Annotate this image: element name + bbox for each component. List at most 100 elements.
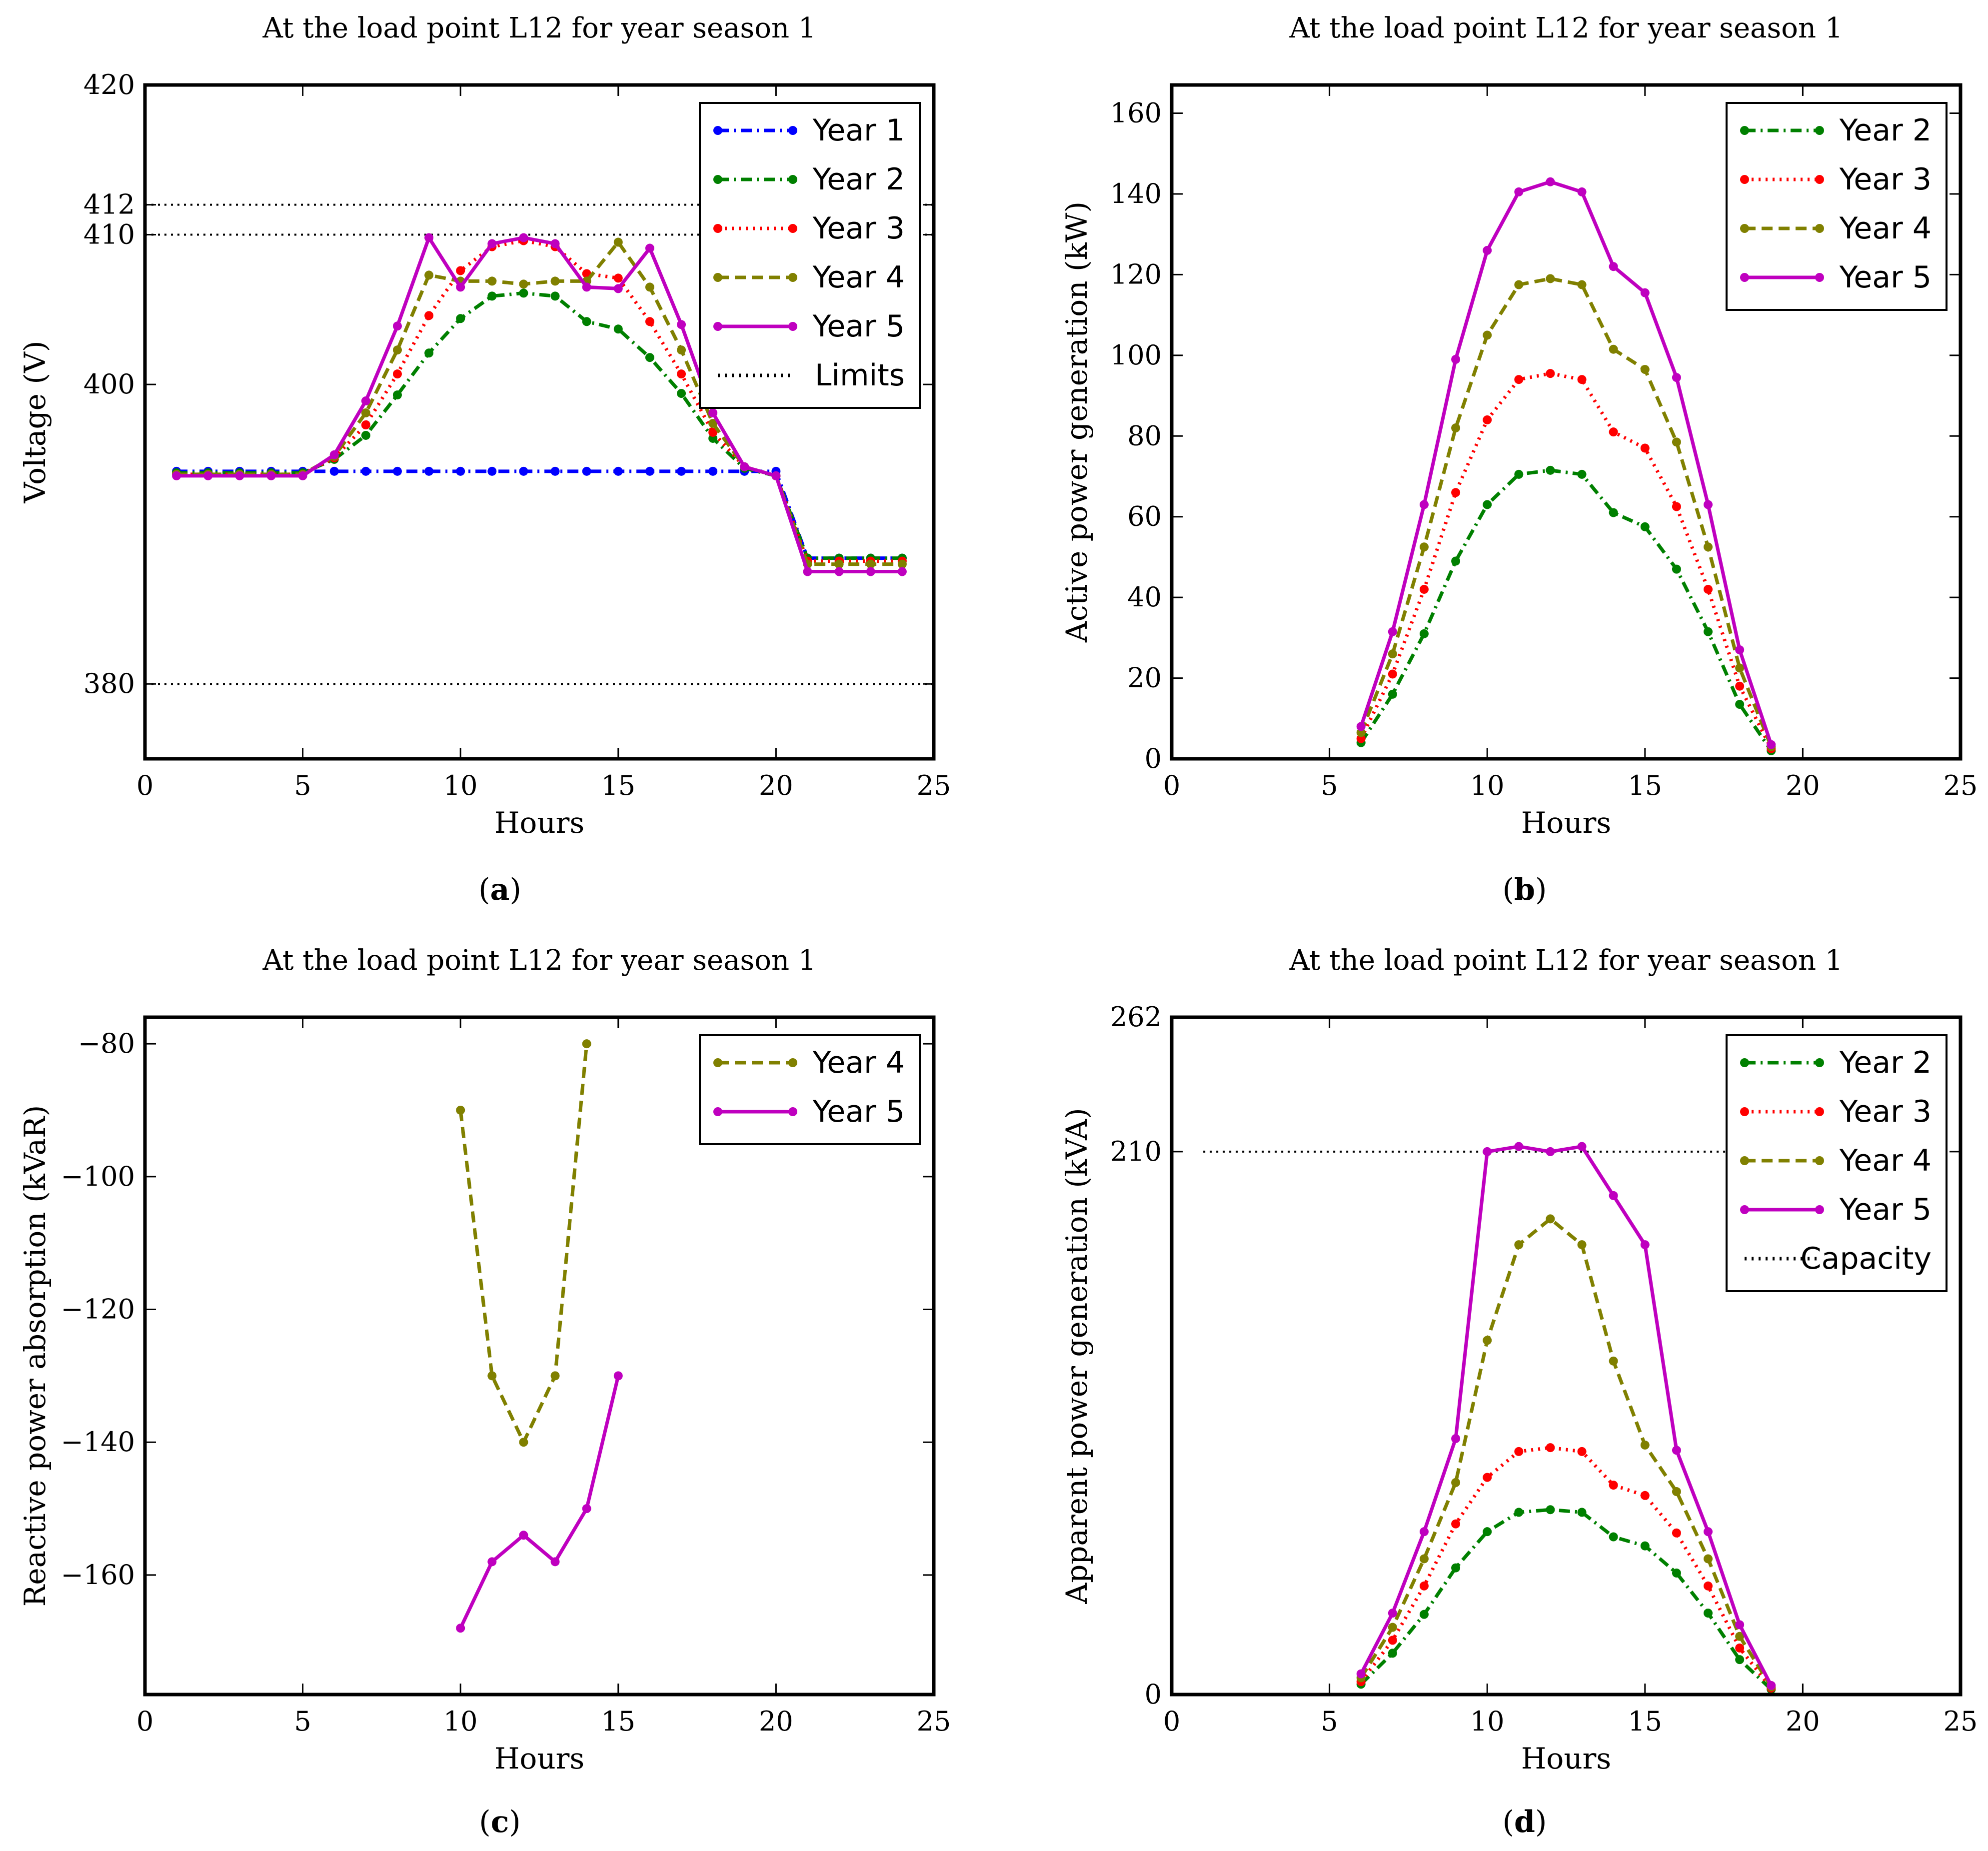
legend-box [699, 1034, 921, 1145]
data-point-year-2 [550, 291, 560, 301]
chart-title: At the load point L12 for year season 1 [1289, 944, 1843, 977]
y-tick-label: 420 [83, 69, 135, 100]
data-point-year-2 [1483, 1527, 1492, 1537]
data-point-year-4 [1419, 1554, 1429, 1564]
x-tick-label: 0 [136, 770, 153, 801]
data-point-year-5 [1672, 373, 1681, 382]
legend-marker [713, 175, 722, 184]
data-point-year-2 [1483, 500, 1492, 509]
y-tick-label: −120 [61, 1294, 135, 1325]
data-point-year-1 [487, 466, 497, 476]
panel-b: At the load point L12 for year season 1 0… [1060, 12, 1978, 907]
data-point-year-2 [1546, 1505, 1555, 1515]
data-point-year-5 [1419, 500, 1429, 509]
data-point-year-5 [392, 321, 402, 331]
data-point-year-4 [1640, 1440, 1650, 1450]
data-point-year-4 [1451, 423, 1461, 433]
legend-marker [713, 1107, 722, 1116]
series-line-year-2 [1359, 468, 1773, 752]
y-tick-label: −140 [61, 1426, 135, 1458]
legend: Year 2 Year 3 Year 4 Year 5 [1726, 102, 1948, 311]
data-point-year-5 [582, 1504, 591, 1514]
x-tick-label: 20 [1786, 1706, 1820, 1737]
data-point-year-3 [613, 273, 623, 283]
legend: Year 1 Year 2 Year 3 Year 4 Year 5 Limits [699, 102, 921, 409]
legend-marker [1815, 126, 1824, 135]
data-point-year-5 [1672, 1446, 1681, 1455]
y-tick-label: −100 [61, 1161, 135, 1192]
legend-marker [1740, 224, 1749, 233]
data-point-year-2 [1672, 1568, 1681, 1578]
chart-title: At the load point L12 for year season 1 [262, 944, 816, 977]
y-axis-label: Voltage (V) [18, 341, 52, 504]
data-point-year-4 [1672, 437, 1681, 447]
data-point-year-2 [361, 430, 370, 440]
axes-frame [143, 1015, 936, 1697]
data-point-year-5 [1577, 1142, 1587, 1151]
data-point-year-3 [1514, 375, 1524, 384]
y-axis-label: Reactive power absorption (kVaR) [18, 1105, 52, 1607]
data-point-year-2 [1704, 1609, 1713, 1618]
data-point-year-4 [1388, 649, 1397, 659]
data-point-year-3 [1704, 584, 1713, 594]
data-point-year-5 [1704, 500, 1713, 509]
y-tick-label: 410 [83, 219, 135, 250]
data-point-year-3 [1388, 1636, 1397, 1645]
x-tick-label: 15 [1628, 1706, 1662, 1737]
legend-marker [1740, 1156, 1749, 1165]
legend: Year 2 Year 3 Year 4 Year 5 Capacity [1726, 1034, 1948, 1292]
x-tick-label: 15 [601, 1706, 635, 1737]
y-tick-label: 160 [1110, 97, 1162, 129]
data-point-year-5 [519, 1531, 528, 1540]
data-point-year-2 [424, 348, 434, 358]
y-tick-label: 262 [1110, 1001, 1162, 1033]
legend-label: Year 1 [812, 113, 905, 148]
data-point-year-5 [203, 471, 213, 480]
data-point-year-5 [613, 284, 623, 293]
data-point-year-5 [519, 233, 528, 242]
data-point-year-2 [1609, 1532, 1618, 1542]
series-line-year-3 [1359, 371, 1773, 750]
data-point-year-5 [550, 1557, 560, 1567]
data-point-year-5 [1609, 1191, 1618, 1200]
data-point-year-5 [456, 1624, 465, 1633]
data-point-year-4 [1577, 1240, 1587, 1250]
x-tick-label: 25 [1944, 770, 1978, 801]
legend-marker [1815, 224, 1824, 233]
data-point-year-5 [456, 282, 465, 292]
data-point-year-5 [1704, 1527, 1713, 1537]
data-point-year-1 [456, 466, 465, 476]
legend-marker [713, 273, 722, 282]
data-point-year-3 [1672, 502, 1681, 511]
legend-label: Year 4 [1839, 1143, 1932, 1178]
data-point-year-5 [613, 1371, 623, 1381]
data-point-year-3 [1419, 1581, 1429, 1591]
x-axis-label: Hours [1521, 806, 1611, 840]
data-point-year-1 [582, 466, 591, 476]
data-point-year-2 [1546, 465, 1555, 475]
data-point-year-5 [298, 471, 307, 480]
data-point-year-5 [803, 567, 812, 576]
legend-marker [1815, 1058, 1824, 1067]
data-point-year-4 [677, 345, 686, 355]
data-point-year-5 [172, 471, 181, 480]
legend-label: Year 4 [812, 1045, 905, 1080]
x-tick-label: 0 [136, 1706, 153, 1737]
data-point-year-3 [1609, 427, 1618, 437]
data-point-year-2 [1640, 1541, 1650, 1551]
data-point-year-4 [645, 282, 654, 292]
data-point-year-3 [1735, 681, 1745, 691]
data-point-year-5 [1388, 1609, 1397, 1618]
data-point-year-2 [582, 317, 591, 326]
data-point-year-5 [708, 408, 718, 418]
panel-caption: (c) [479, 1805, 520, 1840]
legend-marker [713, 126, 722, 135]
legend-marker [1815, 175, 1824, 184]
data-point-year-3 [1419, 584, 1429, 594]
legend-marker [1740, 273, 1749, 282]
data-point-year-5 [487, 239, 497, 248]
legend-label: Capacity [1801, 1241, 1932, 1276]
data-point-year-3 [1640, 443, 1650, 453]
y-tick-label: 0 [1145, 743, 1162, 774]
data-point-year-2 [1735, 700, 1745, 709]
